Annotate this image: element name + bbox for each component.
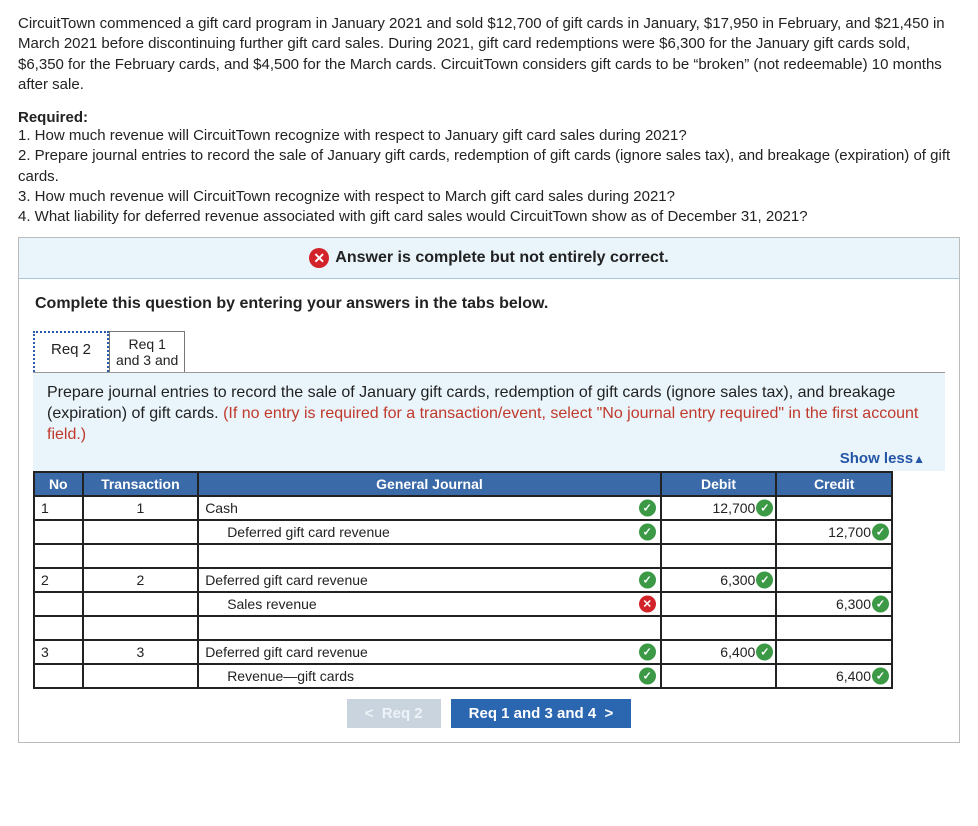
table-row xyxy=(34,616,892,640)
col-debit: Debit xyxy=(661,472,777,496)
table-row: 33Deferred gift card revenue✓6,400✓ xyxy=(34,640,892,664)
check-icon: ✓ xyxy=(639,499,656,516)
cell-debit[interactable] xyxy=(661,664,777,688)
next-button[interactable]: Req 1 and 3 and 4 > xyxy=(451,699,632,728)
cell-account[interactable] xyxy=(198,544,661,568)
status-banner: ✕ Answer is complete but not entirely co… xyxy=(19,238,959,279)
incorrect-icon: ✕ xyxy=(309,248,329,268)
table-row: 11Cash✓12,700✓ xyxy=(34,496,892,520)
tab-line1: Req 1 xyxy=(116,336,178,352)
check-icon: ✓ xyxy=(756,571,773,588)
cell-no: 3 xyxy=(34,640,83,664)
cell-debit[interactable] xyxy=(661,592,777,616)
tab-line2: and 3 and xyxy=(116,352,178,368)
table-row: 22Deferred gift card revenue✓6,300✓ xyxy=(34,568,892,592)
chevron-left-icon: < xyxy=(365,705,374,722)
check-icon: ✓ xyxy=(639,667,656,684)
cell-transaction xyxy=(83,544,199,568)
show-less-label: Show less xyxy=(840,450,913,467)
cell-transaction xyxy=(83,616,199,640)
req-2: 2. Prepare journal entries to record the… xyxy=(18,146,960,187)
cell-debit[interactable] xyxy=(661,616,777,640)
check-icon: ✓ xyxy=(639,571,656,588)
status-text: Answer is complete but not entirely corr… xyxy=(335,249,668,267)
check-icon: ✓ xyxy=(872,523,889,540)
show-less-toggle[interactable]: Show less▲ xyxy=(47,450,931,467)
cell-debit[interactable] xyxy=(661,520,777,544)
next-label: Req 1 and 3 and 4 xyxy=(469,705,597,722)
cell-debit[interactable]: 12,700✓ xyxy=(661,496,777,520)
nav-row: < Req 2 Req 1 and 3 and 4 > xyxy=(19,689,959,742)
cell-credit[interactable] xyxy=(776,616,892,640)
cell-no: 2 xyxy=(34,568,83,592)
x-icon: ✕ xyxy=(639,595,656,612)
requirements-list: 1. How much revenue will CircuitTown rec… xyxy=(18,126,960,227)
chevron-right-icon: > xyxy=(605,705,614,722)
tab-body: Prepare journal entries to record the sa… xyxy=(33,372,945,470)
cell-credit[interactable] xyxy=(776,496,892,520)
col-credit: Credit xyxy=(776,472,892,496)
req-3: 3. How much revenue will CircuitTown rec… xyxy=(18,187,960,207)
cell-no xyxy=(34,616,83,640)
tab-req-1-3-4[interactable]: Req 1 and 3 and xyxy=(109,331,185,372)
table-row: Deferred gift card revenue✓ 12,700✓ xyxy=(34,520,892,544)
tab-prompt: Prepare journal entries to record the sa… xyxy=(47,383,931,445)
check-icon: ✓ xyxy=(756,643,773,660)
col-general-journal: General Journal xyxy=(198,472,661,496)
req-1: 1. How much revenue will CircuitTown rec… xyxy=(18,126,960,146)
check-icon: ✓ xyxy=(639,523,656,540)
cell-no xyxy=(34,520,83,544)
cell-account[interactable]: Deferred gift card revenue✓ xyxy=(198,520,661,544)
cell-credit[interactable]: 6,400✓ xyxy=(776,664,892,688)
cell-transaction xyxy=(83,664,199,688)
cell-account[interactable]: Revenue—gift cards✓ xyxy=(198,664,661,688)
tab-req-2[interactable]: Req 2 xyxy=(33,331,109,372)
cell-debit[interactable]: 6,300✓ xyxy=(661,568,777,592)
prev-label: Req 2 xyxy=(382,705,423,722)
cell-transaction: 1 xyxy=(83,496,199,520)
check-icon: ✓ xyxy=(872,595,889,612)
answer-area: ✕ Answer is complete but not entirely co… xyxy=(18,237,960,743)
cell-credit[interactable]: 6,300✓ xyxy=(776,592,892,616)
cell-account[interactable]: Deferred gift card revenue✓ xyxy=(198,640,661,664)
cell-account[interactable] xyxy=(198,616,661,640)
tabs-row: Req 2 Req 1 and 3 and xyxy=(33,331,959,372)
journal-table-wrap: No Transaction General Journal Debit Cre… xyxy=(33,471,945,689)
cell-transaction: 3 xyxy=(83,640,199,664)
cell-no xyxy=(34,664,83,688)
cell-transaction: 2 xyxy=(83,568,199,592)
cell-account[interactable]: Deferred gift card revenue✓ xyxy=(198,568,661,592)
table-row: Sales revenue✕ 6,300✓ xyxy=(34,592,892,616)
caret-up-icon: ▲ xyxy=(913,452,925,466)
cell-no xyxy=(34,592,83,616)
required-heading: Required: xyxy=(18,109,960,126)
cell-account[interactable]: Sales revenue✕ xyxy=(198,592,661,616)
cell-credit[interactable] xyxy=(776,568,892,592)
check-icon: ✓ xyxy=(756,499,773,516)
check-icon: ✓ xyxy=(872,667,889,684)
col-no: No xyxy=(34,472,83,496)
cell-no xyxy=(34,544,83,568)
col-transaction: Transaction xyxy=(83,472,199,496)
check-icon: ✓ xyxy=(639,643,656,660)
cell-credit[interactable] xyxy=(776,640,892,664)
cell-transaction xyxy=(83,592,199,616)
cell-account[interactable]: Cash✓ xyxy=(198,496,661,520)
cell-credit[interactable]: 12,700✓ xyxy=(776,520,892,544)
table-row: Revenue—gift cards✓ 6,400✓ xyxy=(34,664,892,688)
table-row xyxy=(34,544,892,568)
cell-debit[interactable]: 6,400✓ xyxy=(661,640,777,664)
problem-intro: CircuitTown commenced a gift card progra… xyxy=(18,14,960,95)
instruction-text: Complete this question by entering your … xyxy=(19,279,959,331)
cell-debit[interactable] xyxy=(661,544,777,568)
journal-table: No Transaction General Journal Debit Cre… xyxy=(33,471,893,689)
cell-credit[interactable] xyxy=(776,544,892,568)
req-4: 4. What liability for deferred revenue a… xyxy=(18,207,960,227)
cell-transaction xyxy=(83,520,199,544)
prev-button[interactable]: < Req 2 xyxy=(347,699,441,728)
cell-no: 1 xyxy=(34,496,83,520)
